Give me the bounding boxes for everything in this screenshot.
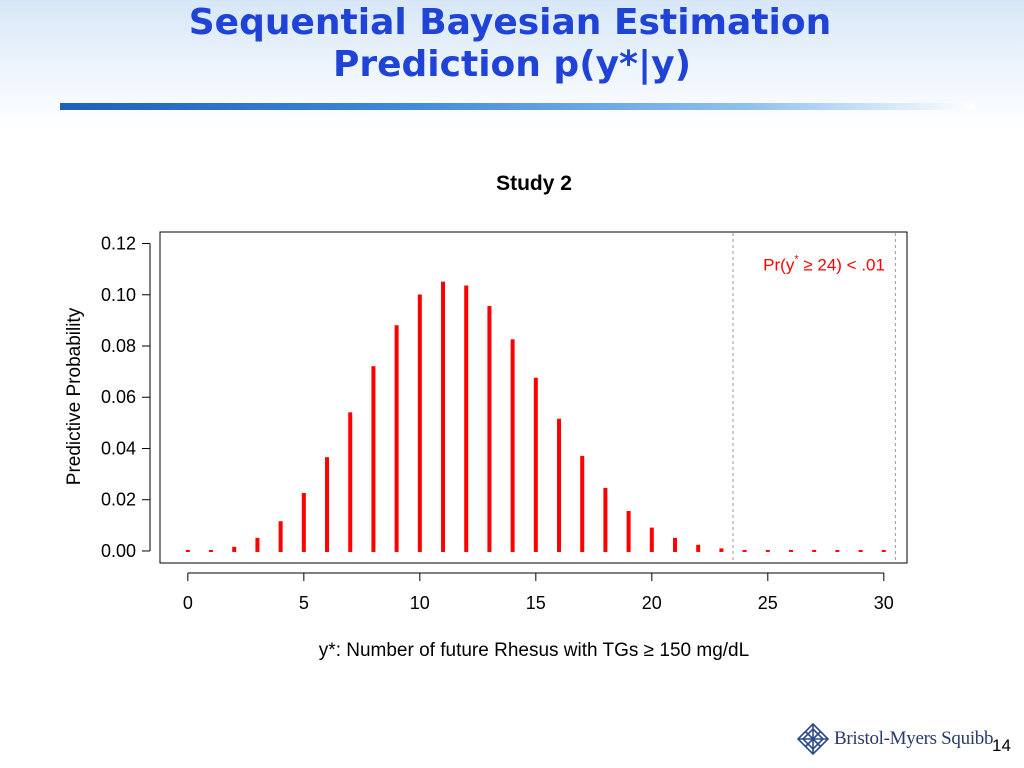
bar-y5 [301, 493, 306, 552]
bar-y16 [557, 418, 562, 552]
bar-y13 [487, 306, 492, 552]
x-tick-label: 10 [410, 593, 430, 613]
bar-y18 [603, 487, 608, 552]
bar-y25 [765, 549, 770, 552]
bar-y22 [696, 544, 701, 552]
bar-y30 [881, 549, 886, 552]
bar-y27 [812, 549, 817, 552]
bar-y4 [278, 521, 283, 552]
slide-subtitle: Prediction p(y*|y) [332, 44, 692, 85]
bar-y23 [719, 548, 724, 552]
bar-y20 [649, 527, 654, 552]
bar-y15 [533, 377, 538, 552]
y-tick-label: 0.06 [101, 387, 136, 407]
company-logo: Bristol-Myers Squibb [796, 722, 994, 756]
bar-y9 [394, 325, 399, 552]
x-tick-label: 5 [299, 593, 309, 613]
x-tick-label: 30 [874, 593, 894, 613]
bar-y6 [325, 457, 330, 552]
bar-y17 [580, 455, 585, 552]
plot-frame [159, 231, 908, 564]
bar-y28 [835, 549, 840, 552]
x-axis-label: y*: Number of future Rhesus with TGs ≥ 1… [319, 640, 749, 661]
x-tick-label: 0 [183, 593, 193, 613]
x-tick-label: 20 [642, 593, 662, 613]
bar-y1 [209, 549, 214, 552]
bar-y8 [371, 366, 376, 552]
bar-y21 [673, 537, 678, 552]
bar-y29 [858, 549, 863, 552]
x-tick-label: 15 [526, 593, 546, 613]
y-tick-label: 0.02 [101, 490, 136, 510]
bar-y26 [789, 549, 794, 552]
bar-y2 [232, 546, 237, 552]
x-tick-label: 25 [758, 593, 778, 613]
bar-y0 [185, 549, 190, 552]
page-number: 14 [992, 736, 1011, 755]
chart-title: Study 2 [496, 172, 572, 195]
y-tick-label: 0.00 [101, 541, 136, 561]
y-tick-label: 0.08 [101, 336, 136, 356]
logo-text: Bristol-Myers Squibb [834, 728, 994, 749]
bms-emblem-icon [796, 722, 830, 756]
probability-annotation: Pr(y* ≥ 24) < .01 [763, 253, 885, 274]
bar-y24 [742, 549, 747, 552]
bar-y11 [441, 281, 446, 552]
bar-y14 [510, 339, 515, 552]
bar-y7 [348, 412, 353, 552]
bar-y10 [417, 294, 422, 552]
bar-y12 [464, 285, 469, 552]
y-tick-label: 0.10 [101, 285, 136, 305]
y-tick-label: 0.12 [101, 234, 136, 254]
title-divider [60, 103, 975, 110]
y-axis-label: Predictive Probability [64, 307, 85, 485]
bar-y3 [255, 537, 260, 552]
slide-title: Sequential Bayesian Estimation [188, 2, 832, 43]
y-tick-label: 0.04 [101, 438, 136, 458]
bar-y19 [626, 510, 631, 552]
